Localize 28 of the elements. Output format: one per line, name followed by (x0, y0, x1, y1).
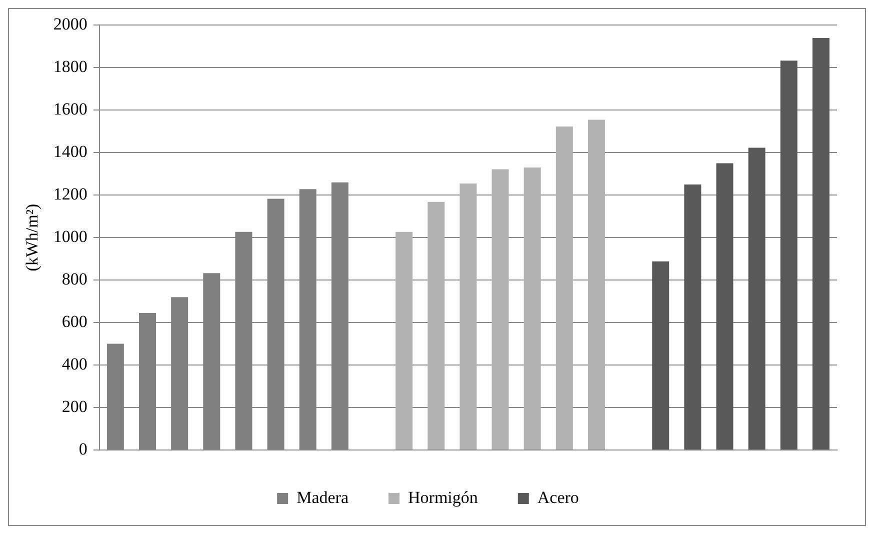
y-tick-label: 1800 (53, 57, 88, 76)
legend-label: Acero (537, 488, 579, 507)
bar (588, 120, 605, 450)
bar (812, 38, 830, 450)
y-tick-label: 200 (62, 396, 88, 416)
bar (780, 60, 798, 450)
y-tick-label: 2000 (53, 14, 88, 34)
bar (556, 126, 573, 450)
bar (684, 184, 702, 450)
y-tick-label: 1600 (53, 100, 88, 119)
legend-label: Madera (296, 488, 349, 507)
y-tick-label: 1400 (53, 142, 88, 162)
bar (428, 202, 445, 450)
y-tick-label: 1000 (53, 227, 88, 246)
bar (460, 183, 477, 450)
legend-label: Hormigón (408, 488, 478, 507)
bar (524, 168, 541, 450)
y-tick-label: 600 (62, 312, 88, 332)
y-tick-label: 1200 (53, 184, 88, 204)
bar (652, 261, 670, 450)
y-tick-label: 0 (78, 439, 88, 458)
bar (492, 169, 509, 450)
y-tick-label: 800 (62, 270, 88, 289)
y-axis-title: (kWh/m²) (22, 204, 42, 272)
bar (716, 163, 734, 450)
bar (748, 148, 766, 450)
bar (396, 232, 413, 450)
y-tick-label: 400 (62, 354, 88, 374)
